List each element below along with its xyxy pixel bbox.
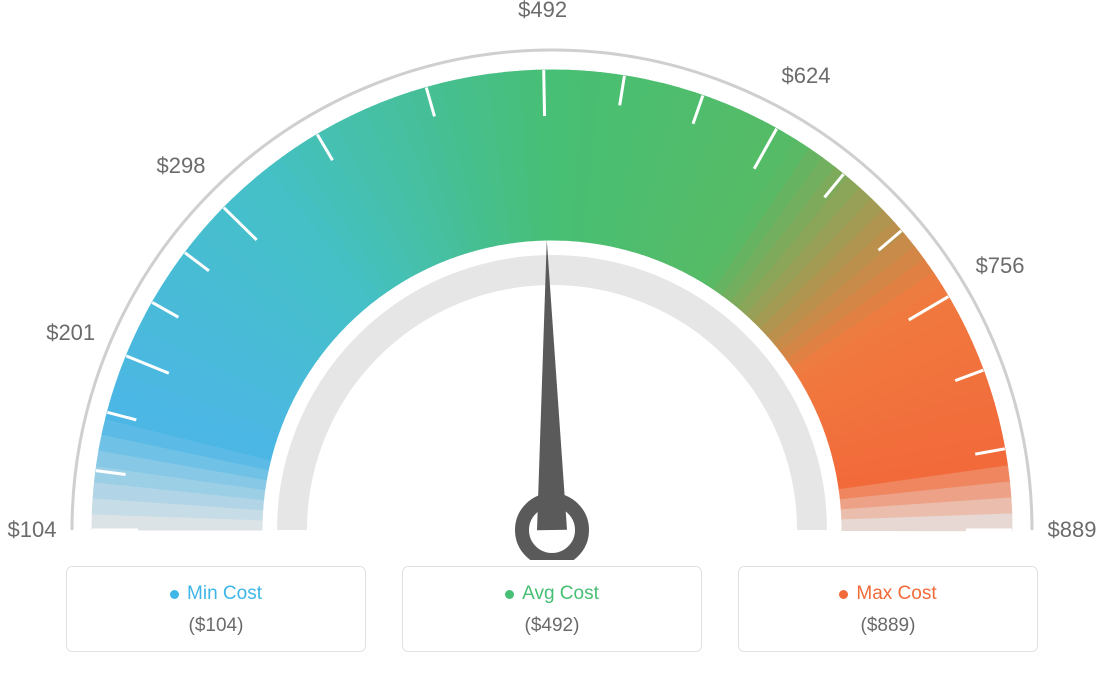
dot-icon (505, 590, 514, 599)
gauge-tick-label: $298 (157, 153, 206, 179)
gauge-tick-label: $756 (976, 253, 1025, 279)
gauge-tick-label: $624 (781, 63, 830, 89)
gauge-svg (0, 0, 1104, 560)
gauge-tick-label: $492 (518, 0, 567, 23)
legend-title-text: Max Cost (856, 583, 936, 605)
legend-title-text: Min Cost (187, 583, 262, 605)
gauge-tick-label: $104 (8, 517, 57, 543)
dot-icon (170, 590, 179, 599)
legend-card-min: Min Cost ($104) (66, 566, 366, 652)
gauge-tick-label: $201 (46, 320, 95, 346)
legend-title-min: Min Cost (170, 583, 262, 605)
legend-title-avg: Avg Cost (505, 583, 599, 605)
gauge-tick-label: $889 (1048, 517, 1097, 543)
legend-card-max: Max Cost ($889) (738, 566, 1038, 652)
dot-icon (839, 590, 848, 599)
legend-value-avg: ($492) (403, 615, 701, 637)
legend-value-min: ($104) (67, 615, 365, 637)
legend-card-avg: Avg Cost ($492) (402, 566, 702, 652)
legend-row: Min Cost ($104) Avg Cost ($492) Max Cost… (0, 566, 1104, 652)
legend-title-text: Avg Cost (522, 583, 599, 605)
legend-title-max: Max Cost (839, 583, 936, 605)
legend-value-max: ($889) (739, 615, 1037, 637)
cost-gauge-chart: $104 $201 $298 $492 $624 $756 $889 (0, 0, 1104, 560)
